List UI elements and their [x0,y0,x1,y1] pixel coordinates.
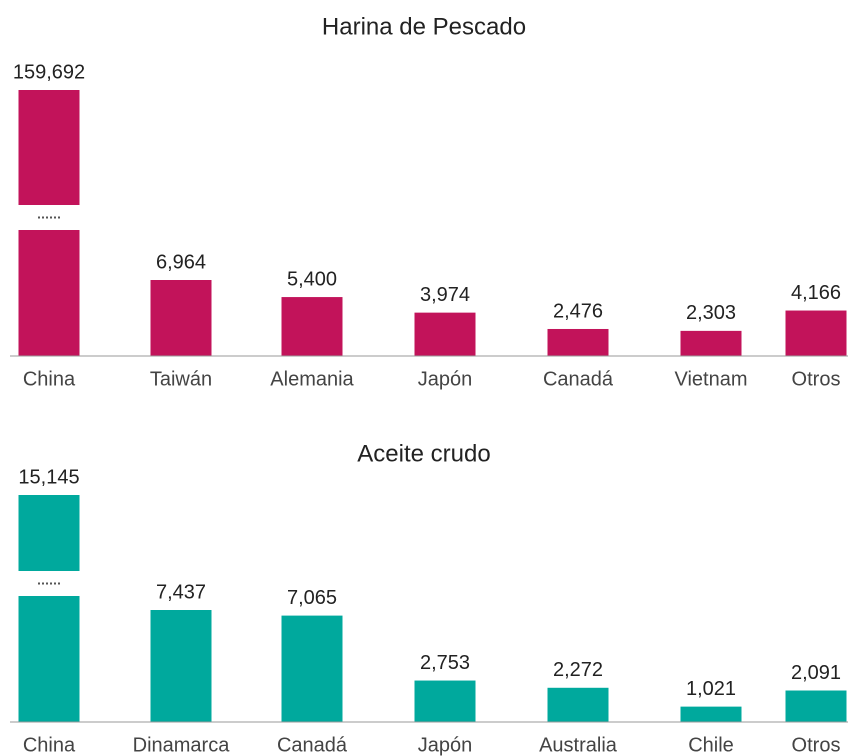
value-label: 1,021 [686,678,736,700]
value-label: 15,145 [18,466,79,488]
x-tick-label: Australia [539,734,618,756]
x-tick-label: Chile [688,734,734,756]
x-tick-label: Japón [418,368,473,390]
x-tick-label: Japón [418,734,473,756]
x-tick-label: China [23,734,76,756]
chart-title: Aceite crudo [357,440,490,467]
bar [547,687,609,722]
x-tick-label: Otros [792,734,841,756]
value-label: 2,272 [553,659,603,681]
value-label: 3,974 [420,284,470,306]
bar [785,310,847,356]
chart-title: Harina de Pescado [322,13,526,40]
bar [680,706,742,722]
bar [680,330,742,356]
value-label: 7,065 [287,587,337,609]
value-label: 4,166 [791,282,841,304]
x-tick-label: Vietnam [674,368,747,390]
x-tick-label: Canadá [543,368,614,390]
x-tick-label: Taiwán [150,368,212,390]
x-tick-label: Otros [792,368,841,390]
value-label: 5,400 [287,268,337,290]
x-tick-label: Alemania [270,368,354,390]
bar [547,328,609,356]
bar-top [18,495,80,571]
x-tick-label: China [23,368,76,390]
bar [18,230,80,356]
bar [785,690,847,722]
bar [281,297,343,356]
bar [281,615,343,722]
bar [414,680,476,722]
bar [18,596,80,722]
value-label: 6,964 [156,251,206,273]
value-label: 2,091 [791,662,841,684]
x-tick-label: Dinamarca [133,734,231,756]
x-tick-label: Canadá [277,734,348,756]
bar [414,312,476,356]
value-label: 2,303 [686,302,736,324]
value-label: 2,753 [420,652,470,674]
bar [150,610,212,722]
value-label: 2,476 [553,300,603,322]
bar [150,280,212,356]
bar-top [18,90,80,205]
value-label: 7,437 [156,581,206,603]
value-label: 159,692 [13,61,85,83]
